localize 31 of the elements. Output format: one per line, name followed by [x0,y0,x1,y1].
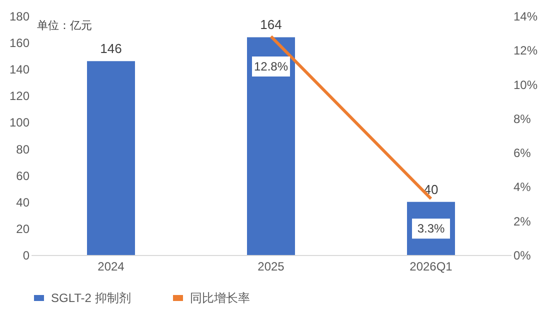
data-label: 3.3% [417,222,445,236]
legend-label: 同比增长率 [190,291,250,305]
y2-tick-label: 10% [514,78,538,92]
y-tick-label: 20 [16,222,30,236]
y2-tick-label: 8% [514,112,532,126]
x-tick-label: 2024 [98,260,125,274]
y2-tick-label: 2% [514,214,532,228]
y2-tick-label: 0% [514,248,532,262]
y2-tick-label: 4% [514,180,532,194]
x-tick-label: 2026Q1 [410,260,453,274]
data-label: 164 [260,17,282,32]
y-tick-label: 60 [16,168,30,183]
y-tick-label: 80 [16,142,30,156]
x-tick-label: 2025 [258,260,285,274]
bar [87,61,135,255]
y-tick-label: 0 [22,248,30,262]
y-tick-label: 180 [9,10,30,24]
data-label: 40 [424,182,438,197]
y-tick-label: 100 [9,116,30,130]
y2-tick-label: 14% [514,10,538,24]
data-label: 146 [100,41,122,56]
y2-tick-label: 12% [514,44,538,58]
y-tick-label: 140 [9,62,30,77]
y-tick-label: 160 [9,36,30,50]
y-tick-label: 120 [9,89,30,104]
bar [247,37,295,255]
annotation: 单位：亿元 [37,19,92,32]
legend-label: SGLT-2 抑制剂 [51,291,131,305]
data-label: 12.8% [254,59,288,74]
y-tick-label: 40 [16,195,30,210]
y2-tick-label: 6% [514,146,532,160]
